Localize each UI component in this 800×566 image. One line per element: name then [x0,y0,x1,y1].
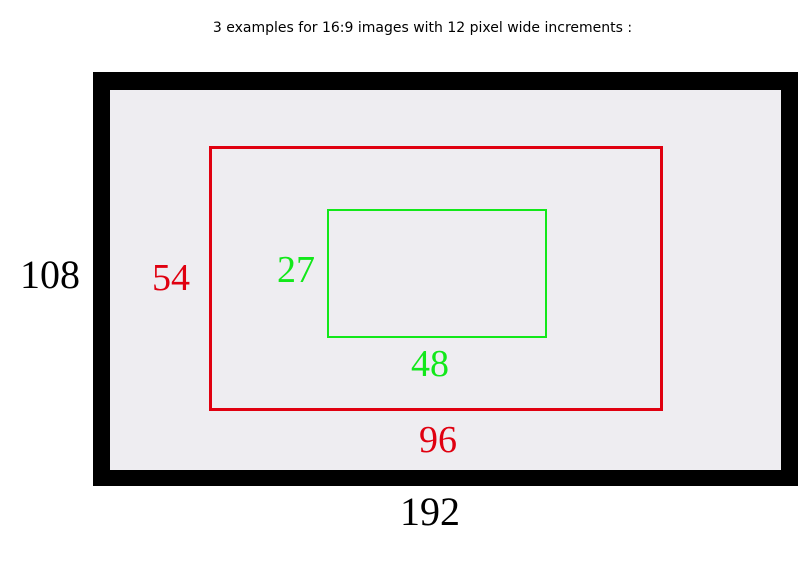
rectangle-96x54 [209,146,663,411]
width-label-192: 192 [400,489,460,534]
outer-frame-canvas [110,90,781,470]
width-label-96: 96 [419,419,457,461]
height-label-27: 27 [277,249,315,291]
rectangle-48x27 [327,209,547,338]
height-label-108: 108 [20,252,80,297]
diagram-title: 3 examples for 16:9 images with 12 pixel… [212,20,633,36]
width-label-48: 48 [411,343,449,385]
height-label-54: 54 [152,257,190,299]
